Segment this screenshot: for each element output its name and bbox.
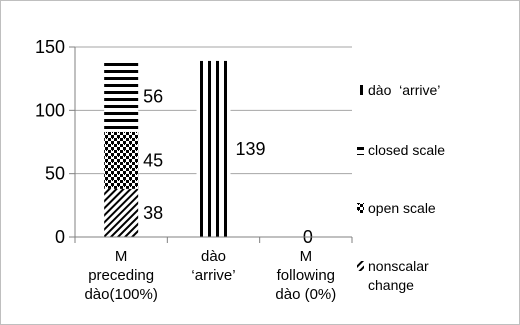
bar-segment-horizontal-stripes (104, 60, 139, 132)
data-label: 38 (143, 203, 163, 223)
category-label: dào ‘arrive’ (191, 248, 235, 284)
legend-swatch-diagonal-stripes (357, 261, 364, 271)
legend-label: nonscalar change (368, 258, 429, 293)
data-label: 56 (143, 86, 163, 106)
legend-label: open scale (368, 200, 436, 216)
y-tick-label: 50 (45, 164, 65, 184)
legend-swatch-vertical-stripes (357, 85, 364, 95)
bar-segment-diagonal-stripes (104, 188, 139, 237)
data-label-background (232, 137, 269, 160)
y-tick-label: 0 (55, 227, 65, 247)
bar-segment-vertical-stripes (196, 60, 231, 237)
legend-swatch-horizontal-stripes (357, 145, 364, 155)
y-tick-label: 100 (35, 100, 65, 120)
legend-label: dào ‘arrive’ (368, 82, 440, 98)
data-label-background (140, 201, 167, 224)
legend-swatch-dots (357, 203, 364, 213)
data-label: 139 (236, 139, 266, 159)
legend-label: closed scale (368, 142, 445, 158)
data-label-background (140, 85, 167, 108)
data-label-background (140, 149, 167, 172)
data-label: 45 (143, 150, 163, 170)
bar-segment-dots (104, 131, 139, 189)
y-tick-label: 150 (35, 37, 65, 57)
